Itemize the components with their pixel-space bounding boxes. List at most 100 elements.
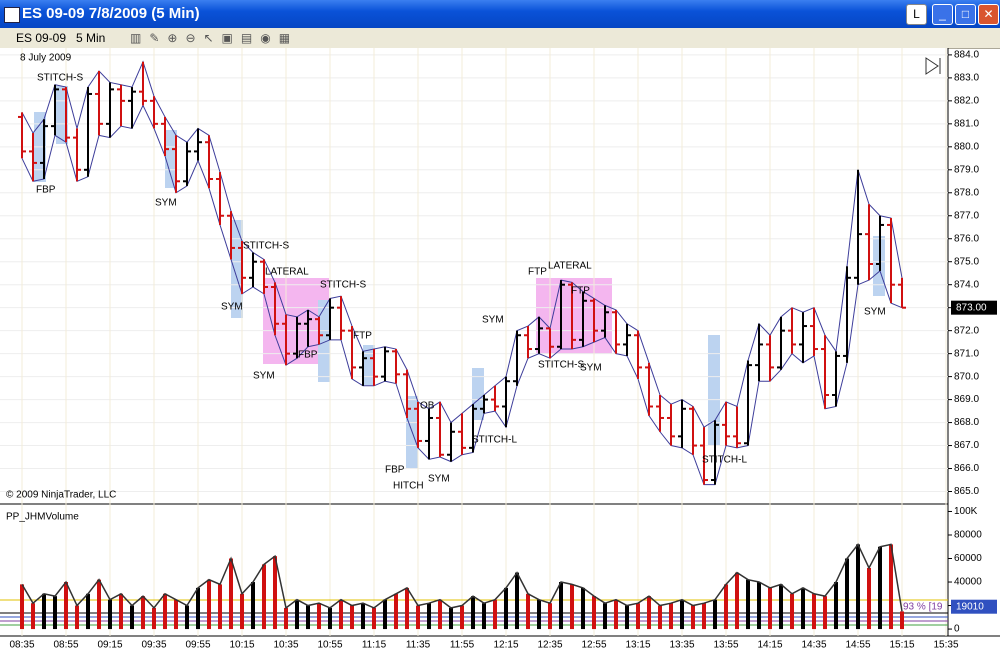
volume-bar	[229, 558, 233, 630]
volume-bar	[438, 599, 442, 630]
price-bar	[557, 280, 565, 350]
volume-bar	[130, 605, 134, 630]
price-bar	[359, 351, 367, 386]
volume-bar	[251, 582, 255, 630]
volume-bar	[746, 579, 750, 630]
volume-bar	[416, 605, 420, 630]
last-price-box	[951, 300, 997, 315]
volume-bar	[42, 593, 46, 630]
y-tick-label: 866.0	[954, 463, 979, 474]
price-bar	[392, 349, 400, 384]
volume-bar	[284, 607, 288, 630]
annotation: HITCH	[393, 481, 424, 492]
price-bar	[887, 218, 895, 304]
x-tick-label: 13:35	[669, 640, 694, 651]
price-bar	[876, 215, 884, 271]
volume-bar	[405, 587, 409, 630]
link-button[interactable]: L	[906, 4, 927, 25]
annotation: SYM	[221, 302, 243, 313]
volume-bar	[735, 572, 739, 630]
price-bar	[194, 128, 202, 161]
price-bar	[788, 307, 796, 354]
x-tick-label: 13:55	[713, 640, 738, 651]
price-bar	[62, 87, 70, 143]
price-bar	[106, 82, 114, 138]
volume-bar	[856, 544, 860, 630]
volume-bar	[328, 607, 332, 630]
volume-bar	[526, 593, 530, 630]
x-tick-label: 08:35	[9, 640, 34, 651]
volume-bar	[647, 596, 651, 630]
toolbar-icons[interactable]: ▥✎⊕⊖↖▣▤◉▦	[130, 31, 299, 45]
volume-bar	[306, 605, 310, 630]
last-price-label: 873.00	[956, 302, 987, 313]
volume-bar	[31, 603, 35, 630]
price-bar	[645, 362, 653, 416]
volume-bar	[614, 599, 618, 630]
y-tick-label: 884.0	[954, 50, 979, 61]
price-bar	[513, 330, 521, 386]
volume-bar	[724, 584, 728, 630]
y-tick-label: 867.0	[954, 440, 979, 451]
price-bar	[29, 133, 37, 182]
x-tick-label: 08:55	[53, 640, 78, 651]
price-bar	[183, 142, 191, 186]
instrument-selector[interactable]: ES 09-09	[16, 31, 67, 45]
price-bar	[568, 282, 576, 350]
volume-bar	[152, 607, 156, 630]
volume-bar	[493, 599, 497, 630]
x-tick-label: 14:55	[845, 640, 870, 651]
price-bar	[755, 323, 763, 382]
close-button[interactable]: ✕	[978, 4, 999, 25]
volume-bar	[790, 593, 794, 630]
volume-bar	[845, 558, 849, 630]
y-tick-label: 879.0	[954, 164, 979, 175]
price-bar	[502, 376, 510, 428]
volume-bar	[559, 582, 563, 630]
price-bar	[95, 70, 103, 136]
volume-bar	[185, 605, 189, 630]
price-bar	[711, 420, 719, 485]
y-tick-label: 865.0	[954, 486, 979, 497]
price-bar	[40, 119, 48, 179]
annotation: STITCH-L	[472, 435, 517, 446]
volume-bar	[361, 603, 365, 630]
price-bar	[381, 346, 389, 382]
volume-bar	[53, 596, 57, 630]
annotations: STITCH-S FBP SYM STITCH-S LATERAL STITCH…	[36, 73, 886, 492]
price-bar	[733, 406, 741, 448]
volume-bar	[834, 582, 838, 630]
minimize-button[interactable]: _	[932, 4, 953, 25]
x-tick-label: 09:55	[185, 640, 210, 651]
date-label: 8 July 2009	[20, 53, 72, 64]
price-bar	[117, 84, 125, 127]
last-volume-box	[951, 599, 997, 614]
y-tick-label: 870.0	[954, 371, 979, 382]
price-bar	[370, 349, 378, 386]
volume-bar	[460, 605, 464, 630]
interval-selector[interactable]: 5 Min	[76, 31, 106, 45]
volume-bar	[471, 596, 475, 630]
volume-bar	[713, 599, 717, 630]
price-bar	[579, 291, 587, 347]
price-bar	[260, 259, 268, 294]
volume-bar	[823, 596, 827, 630]
price-bar	[271, 282, 279, 336]
y-tick-label: 868.0	[954, 417, 979, 428]
volume-bar	[383, 599, 387, 630]
price-bar	[128, 87, 136, 129]
price-bar	[238, 241, 246, 294]
scroll-end-button[interactable]	[925, 57, 941, 75]
annotation: OB	[420, 401, 435, 412]
price-bar	[667, 404, 675, 446]
volume-bar	[603, 603, 607, 630]
volume-bar	[174, 599, 178, 630]
volume-bar	[20, 584, 24, 630]
volume-bar	[317, 603, 321, 630]
volume-bar	[801, 587, 805, 630]
price-bar	[634, 330, 642, 379]
price-bar	[810, 307, 818, 356]
maximize-button[interactable]: □	[955, 4, 976, 25]
x-tick-label: 10:15	[229, 640, 254, 651]
x-tick-label: 15:35	[933, 640, 958, 651]
